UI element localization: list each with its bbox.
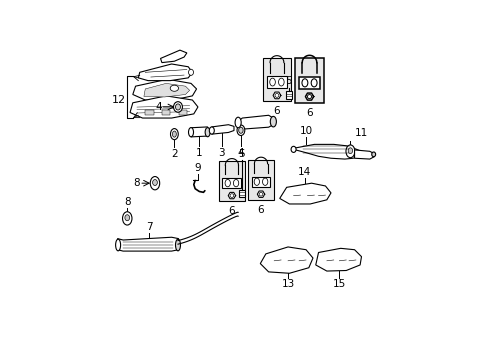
Polygon shape: [143, 84, 189, 97]
Bar: [266, 76, 286, 88]
Text: 9: 9: [194, 163, 201, 173]
Polygon shape: [130, 96, 198, 118]
Ellipse shape: [235, 117, 241, 128]
Text: 6: 6: [273, 107, 280, 116]
Bar: [299, 77, 319, 89]
Text: 6: 6: [228, 206, 235, 216]
Ellipse shape: [188, 127, 193, 137]
Ellipse shape: [170, 85, 178, 91]
Ellipse shape: [290, 146, 295, 152]
Polygon shape: [305, 93, 313, 100]
Ellipse shape: [346, 145, 354, 158]
Ellipse shape: [270, 116, 276, 127]
Bar: [162, 110, 170, 115]
Bar: [145, 110, 153, 115]
Polygon shape: [260, 247, 312, 273]
Text: 4: 4: [155, 102, 162, 112]
Ellipse shape: [209, 127, 214, 134]
Bar: [218, 161, 244, 201]
Polygon shape: [257, 191, 264, 197]
Text: 10: 10: [299, 126, 312, 136]
Ellipse shape: [237, 125, 244, 135]
Text: 8: 8: [123, 197, 130, 207]
Text: 5: 5: [238, 149, 244, 159]
Ellipse shape: [122, 212, 132, 225]
Text: 12: 12: [112, 95, 126, 105]
Text: 6: 6: [257, 205, 264, 215]
Text: 5: 5: [285, 76, 291, 86]
Polygon shape: [160, 50, 186, 63]
Ellipse shape: [347, 148, 352, 153]
Text: 13: 13: [281, 279, 294, 289]
Ellipse shape: [175, 239, 180, 251]
Bar: [247, 159, 274, 200]
Bar: [238, 190, 244, 197]
Ellipse shape: [172, 131, 176, 137]
Text: 7: 7: [146, 222, 152, 232]
Ellipse shape: [371, 152, 375, 157]
Text: 15: 15: [332, 279, 345, 289]
Bar: [285, 91, 291, 99]
Polygon shape: [238, 115, 274, 129]
Ellipse shape: [115, 239, 121, 251]
Text: 1: 1: [196, 148, 202, 158]
Polygon shape: [138, 64, 192, 81]
Polygon shape: [272, 92, 280, 99]
Bar: [251, 176, 270, 187]
Bar: [263, 58, 290, 102]
Polygon shape: [354, 150, 373, 159]
Polygon shape: [133, 79, 196, 100]
Polygon shape: [315, 248, 361, 271]
Ellipse shape: [170, 129, 178, 140]
Polygon shape: [191, 127, 207, 137]
Ellipse shape: [175, 104, 180, 110]
Bar: [178, 110, 186, 115]
Text: 3: 3: [218, 148, 224, 158]
Bar: [294, 58, 324, 103]
Ellipse shape: [188, 69, 193, 75]
Polygon shape: [178, 212, 238, 244]
Polygon shape: [211, 125, 233, 134]
Ellipse shape: [173, 102, 182, 112]
Bar: [222, 178, 241, 188]
Text: 6: 6: [305, 108, 312, 118]
Ellipse shape: [238, 127, 243, 133]
Ellipse shape: [205, 127, 210, 137]
Text: 4: 4: [237, 148, 244, 158]
Text: 11: 11: [354, 128, 367, 138]
Polygon shape: [228, 192, 235, 199]
Text: 14: 14: [297, 167, 311, 177]
Polygon shape: [279, 183, 330, 204]
Text: 2: 2: [171, 149, 177, 159]
Text: 8: 8: [133, 178, 140, 188]
Polygon shape: [292, 144, 361, 159]
Ellipse shape: [152, 180, 157, 185]
Polygon shape: [117, 237, 178, 251]
Ellipse shape: [150, 176, 160, 190]
Ellipse shape: [124, 215, 129, 221]
